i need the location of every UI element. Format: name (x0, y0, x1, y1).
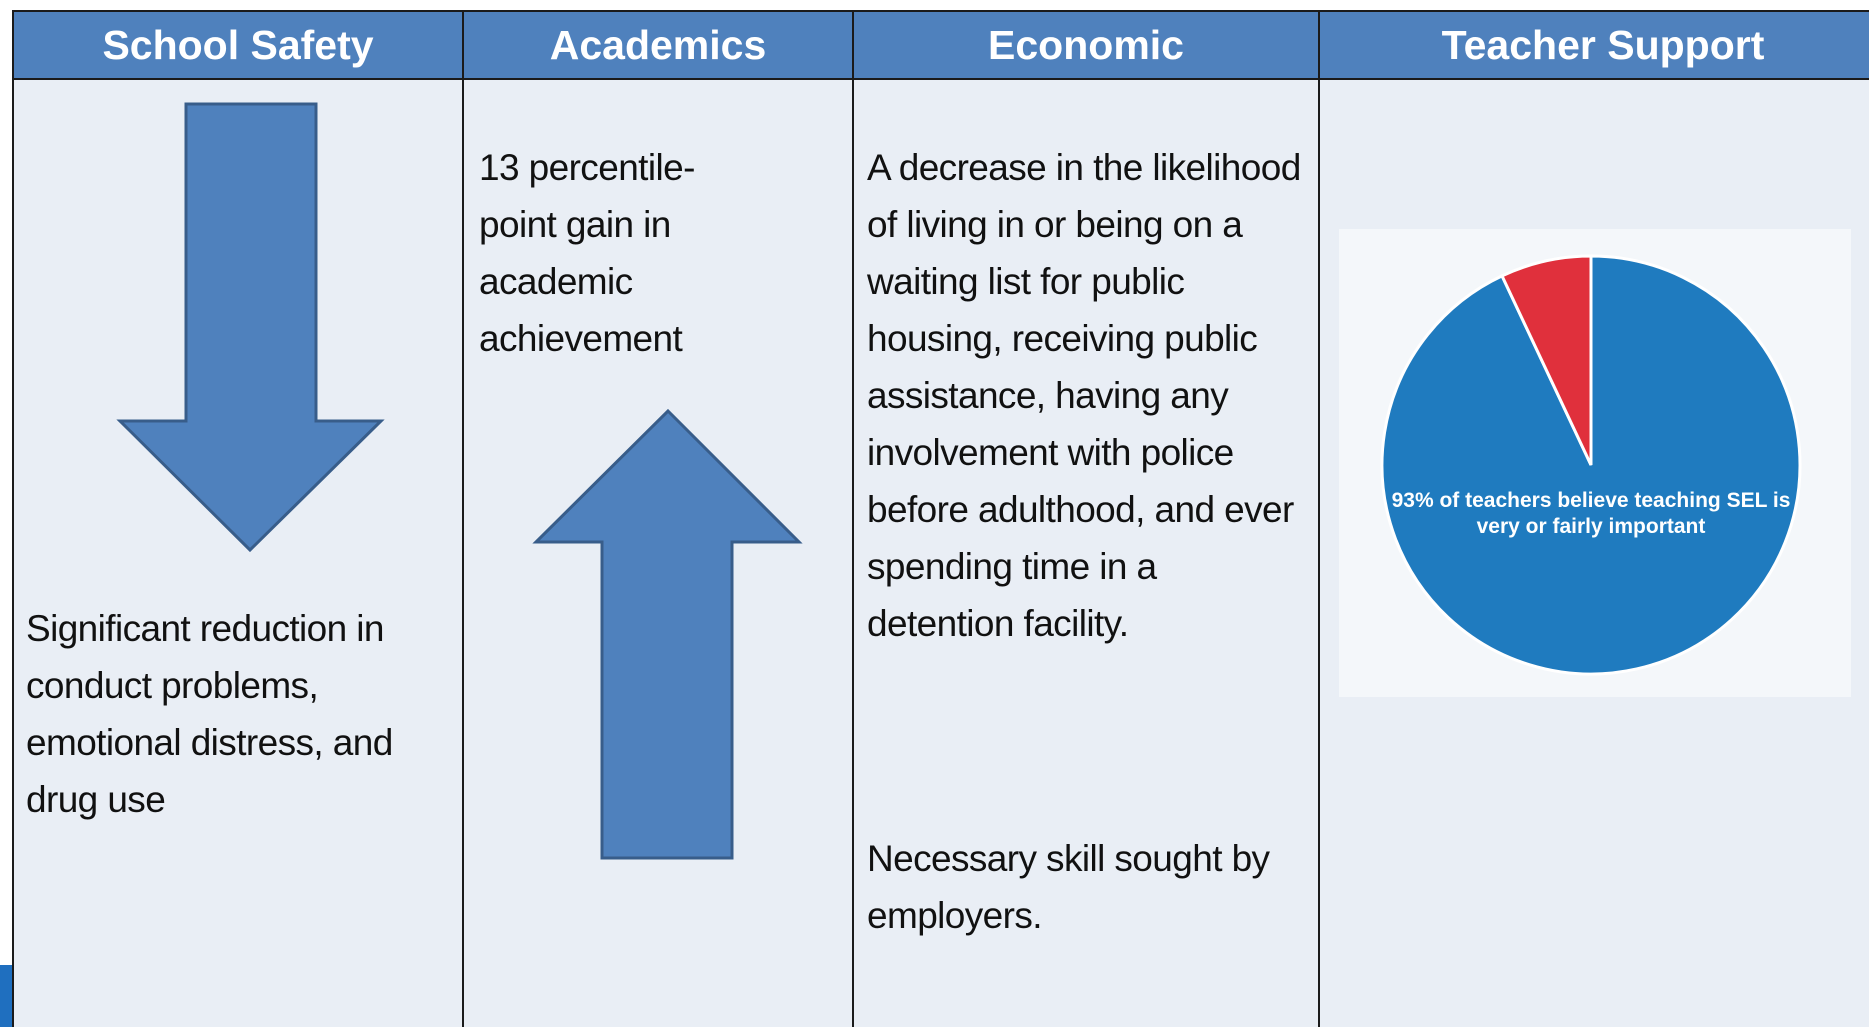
cell-text: A decrease in the likelihood of living i… (867, 147, 1301, 644)
header-cell: School Safety (12, 10, 464, 80)
down-arrow (116, 102, 385, 553)
cell-text: Necessary skill sought by employers. (867, 838, 1270, 936)
edge-bar (0, 965, 12, 1027)
cell-text: Significant reduction in conduct problem… (26, 608, 393, 820)
pie (1380, 254, 1802, 676)
header-cell: Teacher Support (1318, 10, 1869, 80)
up-arrow (532, 408, 803, 860)
pie-slice (1500, 254, 1593, 466)
header-cell: Academics (462, 10, 854, 80)
pie-label: 93% of teachers believe teaching SEL is … (1391, 489, 1791, 538)
header-cell: Economic (852, 10, 1320, 80)
cell-text: 13 percentile-point gain in academic ach… (479, 147, 695, 359)
body-cell (852, 80, 1320, 1027)
